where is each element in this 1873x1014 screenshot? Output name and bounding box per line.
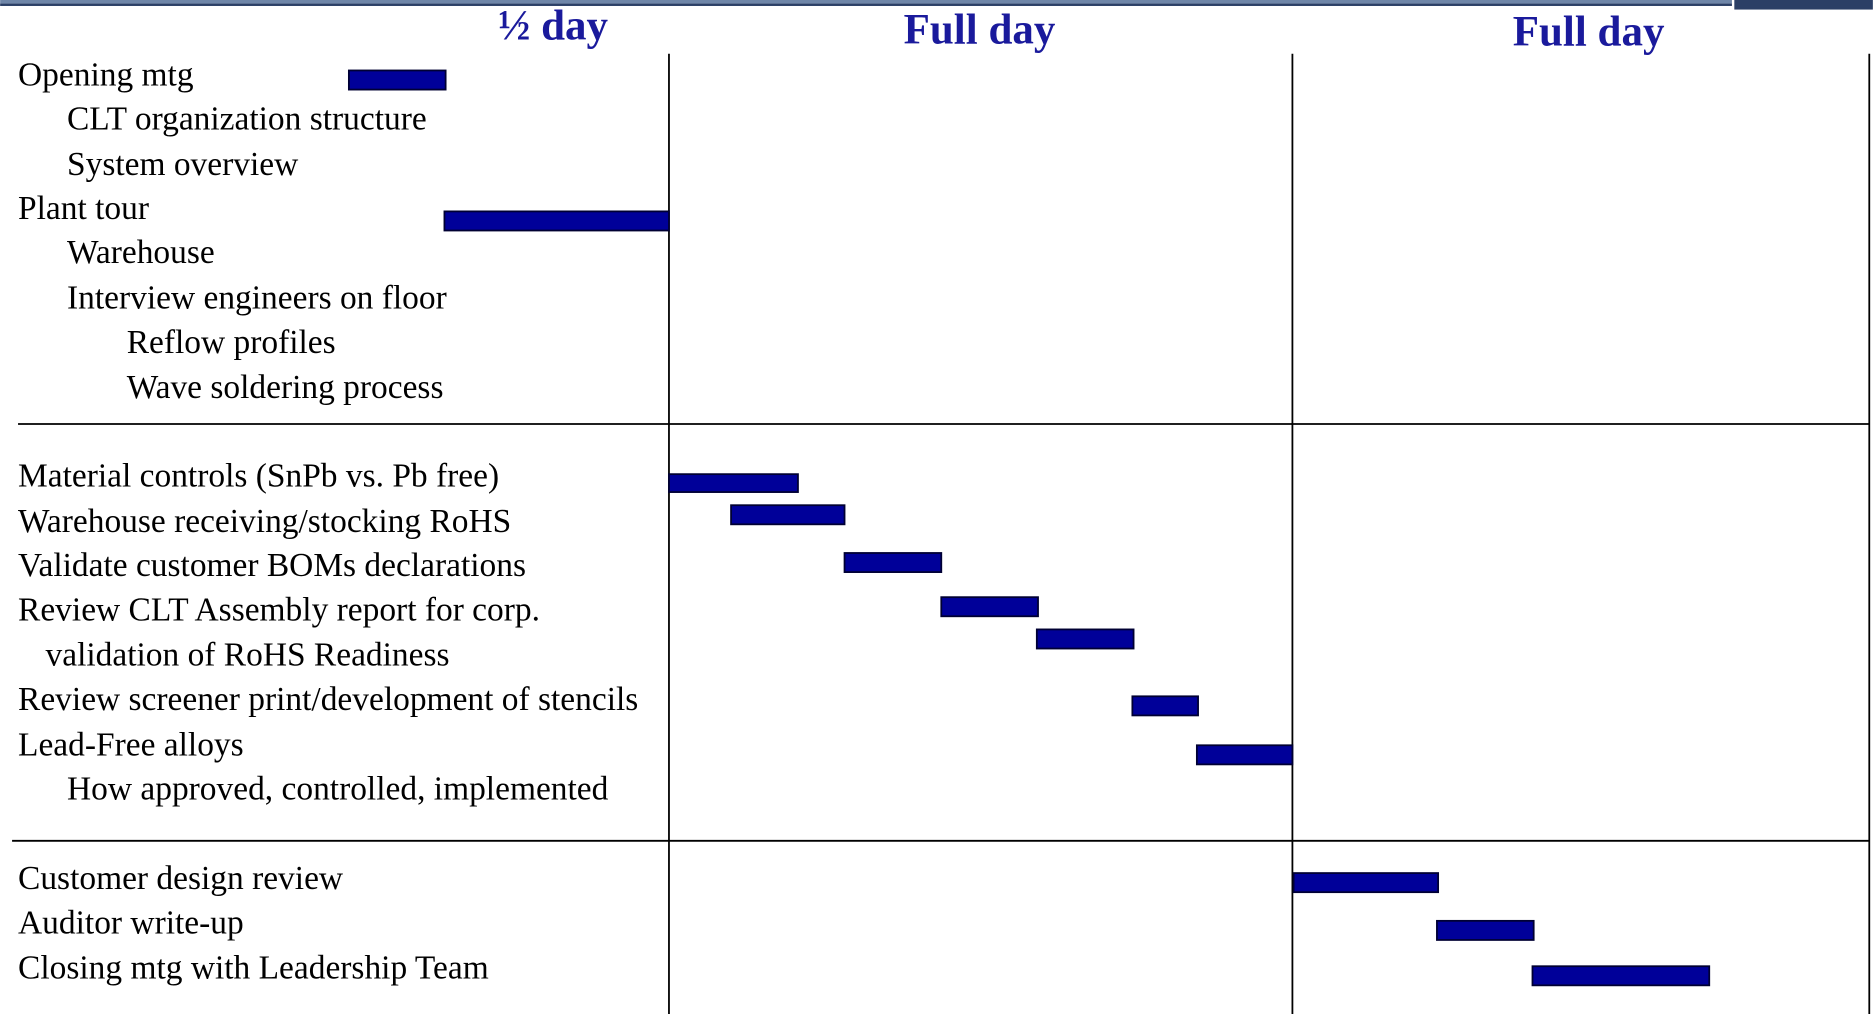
task-label: Customer design review bbox=[18, 860, 343, 897]
task-bar bbox=[730, 504, 846, 526]
task-bar bbox=[843, 552, 943, 573]
task-label: How approved, controlled, implemented bbox=[67, 771, 609, 808]
task-bar bbox=[1531, 965, 1711, 987]
task-label: CLT organization structure bbox=[67, 100, 427, 137]
task-bar bbox=[1131, 695, 1199, 717]
task-label: Review screener print/development of ste… bbox=[18, 681, 638, 718]
task-label: Review CLT Assembly report for corp. bbox=[18, 591, 540, 628]
task-label: Closing mtg with Leadership Team bbox=[18, 950, 489, 987]
top-band bbox=[0, 0, 1732, 4]
task-label: Warehouse bbox=[67, 234, 215, 271]
corner-block bbox=[1734, 0, 1873, 10]
task-label: validation of RoHS Readiness bbox=[46, 637, 450, 674]
task-label: Plant tour bbox=[18, 190, 149, 227]
task-label: Interview engineers on floor bbox=[67, 280, 447, 317]
task-label: Reflow profiles bbox=[127, 324, 336, 361]
task-bar bbox=[443, 210, 670, 232]
task-label: Validate customer BOMs declarations bbox=[18, 547, 526, 584]
task-label: Wave soldering process bbox=[127, 369, 444, 406]
column-header: ½ day bbox=[498, 3, 608, 50]
task-bar bbox=[668, 473, 799, 493]
task-label: Opening mtg bbox=[18, 56, 194, 93]
task-bar bbox=[1195, 744, 1294, 766]
task-bar bbox=[940, 596, 1039, 618]
task-bar bbox=[1035, 628, 1135, 650]
column-header: Full day bbox=[1513, 9, 1665, 56]
task-label: Auditor write-up bbox=[18, 904, 244, 941]
task-label: Material controls (SnPb vs. Pb free) bbox=[18, 458, 499, 495]
column-header: Full day bbox=[904, 6, 1056, 53]
task-bar bbox=[1436, 919, 1535, 941]
task-label: Lead-Free alloys bbox=[18, 726, 244, 763]
task-label: Warehouse receiving/stocking RoHS bbox=[18, 503, 511, 540]
task-bar bbox=[1292, 872, 1440, 894]
top-line bbox=[0, 3, 1732, 6]
task-bar bbox=[347, 69, 447, 91]
task-label: System overview bbox=[67, 146, 298, 183]
